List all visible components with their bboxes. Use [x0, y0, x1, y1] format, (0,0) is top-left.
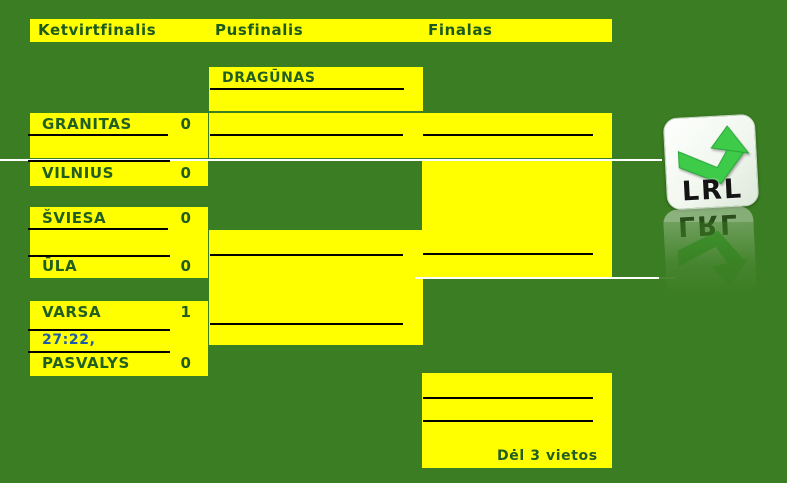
- third-place-label: Dėl 3 vietos: [497, 448, 598, 464]
- team-pasvalys-label: PASVALYS: [42, 354, 130, 372]
- underline-vilnius-top: [28, 160, 170, 162]
- team-dragunas-label: DRAGŪNAS: [222, 70, 316, 86]
- final-box: [422, 161, 612, 277]
- underline-ula-top: [28, 255, 170, 257]
- underline-semifinal1: [210, 134, 403, 136]
- header-strip: [30, 19, 612, 42]
- underline-third-place-1: [423, 397, 593, 399]
- team-sviesa-score: 0: [180, 209, 192, 227]
- underline-granitas: [28, 134, 168, 136]
- underline-note: [28, 351, 170, 353]
- team-ula-score: 0: [180, 257, 192, 275]
- underline-final-slot1: [423, 134, 593, 136]
- bracket-line-white-upper: [0, 159, 662, 161]
- qf1-away-box: [30, 161, 208, 186]
- underline-final-slot2: [423, 253, 593, 255]
- team-vilnius-label: VILNIUS: [42, 164, 115, 182]
- lrl-logo-text: LRL: [681, 173, 744, 208]
- lrl-arrow-icon: [677, 125, 750, 185]
- lrl-logo-tile: LRL: [662, 113, 760, 211]
- team-granitas-score: 0: [180, 115, 192, 133]
- underline-sviesa: [28, 228, 168, 230]
- column-label-finals: Finalas: [428, 21, 493, 39]
- underline-varsa: [28, 329, 170, 331]
- match-result-note: 27:22,: [42, 332, 96, 348]
- semifinal2-band: [209, 230, 423, 345]
- column-label-semifinals: Pusfinalis: [215, 21, 304, 39]
- reflection-fade-overlay: [659, 222, 767, 312]
- lrl-logo: LRL LRL: [659, 112, 767, 312]
- underline-semifinal2-upper: [210, 254, 403, 256]
- underline-semifinal2-lower: [210, 323, 403, 325]
- qf3-box: [30, 301, 208, 376]
- team-pasvalys-score: 0: [180, 354, 192, 372]
- underline-third-place-2: [423, 420, 593, 422]
- team-varsa-label: VARSA: [42, 303, 102, 321]
- underline-dragunas: [210, 88, 404, 90]
- column-label-quarterfinals: Ketvirtfinalis: [38, 21, 157, 39]
- team-varsa-score: 1: [180, 303, 192, 321]
- team-ula-label: ŪLA: [42, 257, 78, 275]
- team-vilnius-score: 0: [180, 164, 192, 182]
- bracket-line-white-lower: [415, 277, 675, 279]
- team-granitas-label: GRANITAS: [42, 115, 132, 133]
- qf2-box: [30, 207, 208, 278]
- team-sviesa-label: ŠVIESA: [42, 209, 107, 227]
